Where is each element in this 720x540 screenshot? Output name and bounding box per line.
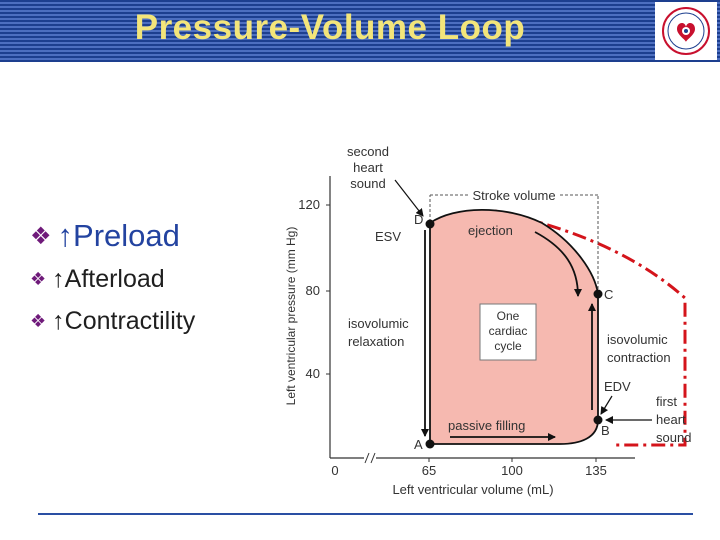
second-heart-sound-label: heart xyxy=(353,160,383,175)
point-b-label: B xyxy=(601,423,610,438)
edv-pointer xyxy=(600,395,613,415)
bullet-afterload: ❖ ↑Afterload xyxy=(30,258,195,300)
y-axis-label: Left ventricular pressure (mm Hg) xyxy=(284,227,298,406)
ejection-arrow xyxy=(534,231,582,297)
society-logo xyxy=(655,2,717,60)
bullet-preload: ❖ ↑Preload xyxy=(30,214,195,258)
second-heart-sound-label: second xyxy=(347,144,389,159)
diamond-bullet-icon: ❖ xyxy=(30,310,47,332)
diamond-bullet-icon: ❖ xyxy=(30,268,47,290)
x-tick-label: 135 xyxy=(585,463,607,478)
axis-break-icon xyxy=(364,452,376,464)
cycle-label: cardiac xyxy=(489,324,528,338)
isovolumic-contraction-label: contraction xyxy=(607,350,671,365)
title-banner: Pressure-Volume Loop xyxy=(0,0,720,62)
bullet-text: ↑Contractility xyxy=(52,306,196,335)
edv-label: EDV xyxy=(604,379,631,394)
stroke-volume-label: Stroke volume xyxy=(472,188,555,203)
x-tick-label: 100 xyxy=(501,463,523,478)
bullet-list: ❖ ↑Preload ❖ ↑Afterload ❖ ↑Contractility xyxy=(30,214,195,342)
second-heart-sound-pointer xyxy=(394,179,424,217)
slide-title: Pressure-Volume Loop xyxy=(134,8,526,47)
first-heart-sound-label: heart xyxy=(656,412,686,427)
first-heart-sound-label: sound xyxy=(656,430,691,445)
point-d-marker xyxy=(425,219,435,229)
isovolumic-contraction-label: isovolumic xyxy=(607,332,668,347)
pv-loop-diagram: 120 80 40 0 65 100 135 Left ventricular … xyxy=(284,144,691,497)
cycle-box xyxy=(479,303,537,361)
axis-break xyxy=(364,452,376,464)
isovolumic-relaxation-label: relaxation xyxy=(348,334,404,349)
esv-label: ESV xyxy=(375,229,401,244)
passive-filling-label: passive filling xyxy=(448,418,525,433)
point-d-label: D xyxy=(414,212,423,227)
bullet-contractility: ❖ ↑Contractility xyxy=(30,300,195,342)
footer-divider xyxy=(38,513,693,515)
ejection-label: ejection xyxy=(468,223,513,238)
stroke-volume-bg xyxy=(468,187,560,203)
diamond-bullet-icon: ❖ xyxy=(30,222,52,250)
x-tick-label: 0 xyxy=(331,463,338,478)
x-axis-label: Left ventricular volume (mL) xyxy=(392,482,553,497)
cycle-label: cycle xyxy=(494,339,522,353)
y-tick-label: 120 xyxy=(298,197,320,212)
point-a-label: A xyxy=(414,437,423,452)
y-tick-label: 80 xyxy=(306,283,320,298)
point-b-marker xyxy=(593,415,603,425)
bullet-text: ↑Preload xyxy=(57,218,180,253)
point-c-label: C xyxy=(604,287,613,302)
point-a-marker xyxy=(425,439,435,449)
second-heart-sound-label: sound xyxy=(350,176,385,191)
y-tick-label: 40 xyxy=(306,366,320,381)
cycle-label: One xyxy=(497,309,520,323)
isovolumic-relaxation-label: isovolumic xyxy=(348,316,409,331)
x-tick-label: 65 xyxy=(422,463,436,478)
point-c-marker xyxy=(593,289,603,299)
first-heart-sound-label: first xyxy=(656,394,677,409)
bullet-text: ↑Afterload xyxy=(52,264,165,293)
